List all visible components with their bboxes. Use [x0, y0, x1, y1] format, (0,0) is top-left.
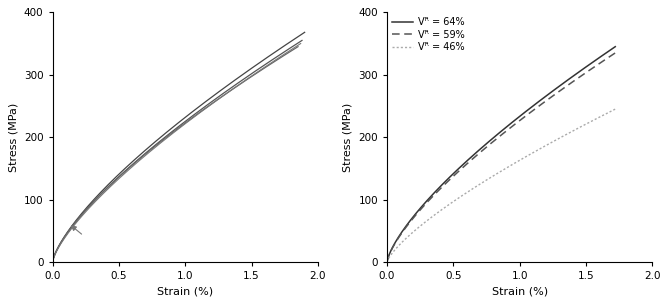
Vᴿ = 64% [423, 198, 432, 202]
Vᴿ = 59% [535, 104, 543, 108]
Vᴿ = 46% [383, 260, 391, 264]
X-axis label: Strain (%): Strain (%) [492, 287, 548, 297]
Y-axis label: Stress (MPa): Stress (MPa) [8, 102, 18, 172]
Vᴿ = 46% [555, 137, 563, 140]
Vᴿ = 59% [555, 90, 563, 93]
Y-axis label: Stress (MPa): Stress (MPa) [343, 102, 353, 172]
Vᴿ = 46% [423, 218, 432, 222]
Vᴿ = 59% [486, 142, 494, 146]
X-axis label: Strain (%): Strain (%) [157, 287, 213, 297]
Vᴿ = 46% [518, 157, 526, 161]
Vᴿ = 46% [486, 176, 494, 180]
Line: Vᴿ = 64%: Vᴿ = 64% [387, 47, 615, 262]
Vᴿ = 64% [611, 45, 619, 48]
Vᴿ = 46% [535, 147, 543, 151]
Vᴿ = 64% [442, 179, 450, 183]
Vᴿ = 59% [518, 117, 526, 121]
Line: Vᴿ = 46%: Vᴿ = 46% [387, 109, 615, 262]
Vᴿ = 59% [423, 200, 432, 204]
Vᴿ = 64% [535, 99, 543, 103]
Vᴿ = 64% [555, 85, 563, 88]
Vᴿ = 64% [383, 260, 391, 264]
Vᴿ = 59% [611, 51, 619, 55]
Vᴿ = 59% [383, 260, 391, 264]
Vᴿ = 64% [518, 113, 526, 117]
Vᴿ = 46% [611, 107, 619, 111]
Vᴿ = 64% [486, 138, 494, 142]
Vᴿ = 59% [442, 181, 450, 185]
Legend: Vᴿ = 64%, Vᴿ = 59%, Vᴿ = 46%: Vᴿ = 64%, Vᴿ = 59%, Vᴿ = 46% [390, 15, 467, 54]
Vᴿ = 46% [442, 205, 450, 209]
Line: Vᴿ = 59%: Vᴿ = 59% [387, 53, 615, 262]
